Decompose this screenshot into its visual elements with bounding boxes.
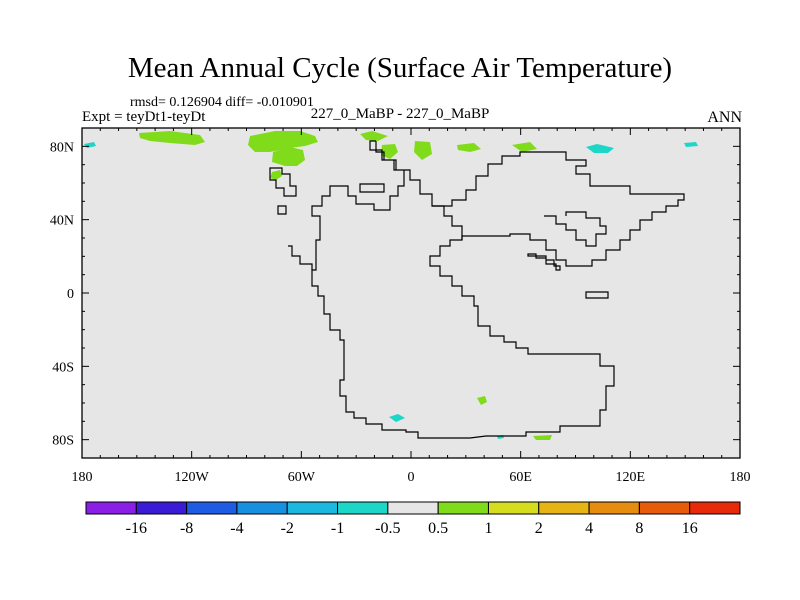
longitude-tick-label: 180 [72,470,93,485]
anomaly-patch [248,131,318,152]
anomaly-patch [414,141,432,160]
color-bar-swatch [135,501,188,515]
map-panel: 180 120W 60W 0 60E 120E 180 80N 40N 0 40S 80S [50,127,751,485]
coastline-west-isle [277,205,287,215]
anomaly-patch [270,170,282,180]
longitude-tick-label: 60W [288,470,316,485]
longitude-tick-label: 180 [730,470,751,485]
latitude-axis: 80N 40N 0 40S 80S [50,140,740,449]
color-bar: -16 -8 -4 -2 -1 -0.5 0.5 1 2 4 8 16 [85,501,741,537]
coastline-inner-bay [544,211,607,247]
coastlines [269,140,685,439]
anomaly-patch [477,396,487,405]
color-bar-label: 16 [682,520,698,537]
color-bar-swatch [337,501,389,515]
color-bar-swatch [638,501,691,515]
anomaly-patch [381,144,398,159]
anomaly-patch [512,142,537,152]
anomaly-patch [360,131,388,141]
latitude-tick-label: 40N [50,214,74,229]
rmsd-label: rmsd= [130,95,166,110]
experiment-label: Expt = teyDt1-teyDt [82,109,206,125]
statistics-line: rmsd= 0.126904 diff= -0.010901 [130,95,314,111]
color-bar-label: -4 [230,520,243,537]
color-bar-swatch [437,501,489,515]
coastline-main-continent [311,140,615,439]
longitude-tick-label: 0 [408,470,415,485]
latitude-tick-label: 40S [52,360,74,375]
anomaly-patch [586,144,614,153]
anomaly-patch [272,147,305,166]
longitude-axis: 180 120W 60W 0 60E 120E 180 [72,128,751,485]
color-bar-label: 0.5 [428,520,448,537]
color-bar-label: -1 [331,520,344,537]
latitude-tick-label: 0 [67,287,74,302]
color-bar-swatch [186,501,238,515]
latitude-tick-label: 80N [50,140,74,155]
color-bar-swatch [236,501,288,515]
color-bar-label: -0.5 [375,520,400,537]
coastline-northwest-islands [269,167,297,197]
longitude-tick-label: 60E [509,470,532,485]
anomaly-patch [457,143,481,152]
color-bar-label: -16 [126,520,147,537]
positive-anomaly-patches [139,131,552,440]
rmsd-value: 0.126904 [169,95,222,110]
anomaly-patch [389,414,405,422]
color-bar-label: 8 [635,520,643,537]
longitude-tick-label: 120W [175,470,210,485]
color-bar-swatch [286,501,339,515]
color-bar-swatch [538,501,590,515]
diff-label: diff= [225,95,254,110]
map-background [82,128,740,458]
coastline-island-equator [585,291,609,299]
color-bar-swatch [689,501,741,515]
coastline-small-peninsula [527,253,561,271]
season-label: ANN [707,109,742,126]
latitude-tick-label: 80S [52,434,74,449]
color-bar-label: 1 [484,520,492,537]
color-bar-swatch [387,501,439,515]
anomaly-patch [684,142,698,147]
anomaly-patch [533,435,552,440]
color-bar-label: 4 [585,520,593,537]
comparison-label: 227_0_MaBP - 227_0_MaBP [310,106,490,122]
color-bar-swatch [487,501,540,515]
plot-title: Mean Annual Cycle (Surface Air Temperatu… [127,52,673,84]
diff-value: -0.010901 [256,95,314,110]
color-bar-label: 2 [535,520,543,537]
color-bar-label: -8 [180,520,193,537]
color-bar-swatch [588,501,640,515]
color-bar-swatch [85,501,137,515]
coastline-eastern-branch [432,151,685,267]
anomaly-patch [139,131,205,145]
color-bar-label: -2 [281,520,294,537]
coastline-northern-islet [359,183,385,193]
longitude-tick-label: 120E [616,470,646,485]
coastline-west-coast-fragment [288,245,313,270]
